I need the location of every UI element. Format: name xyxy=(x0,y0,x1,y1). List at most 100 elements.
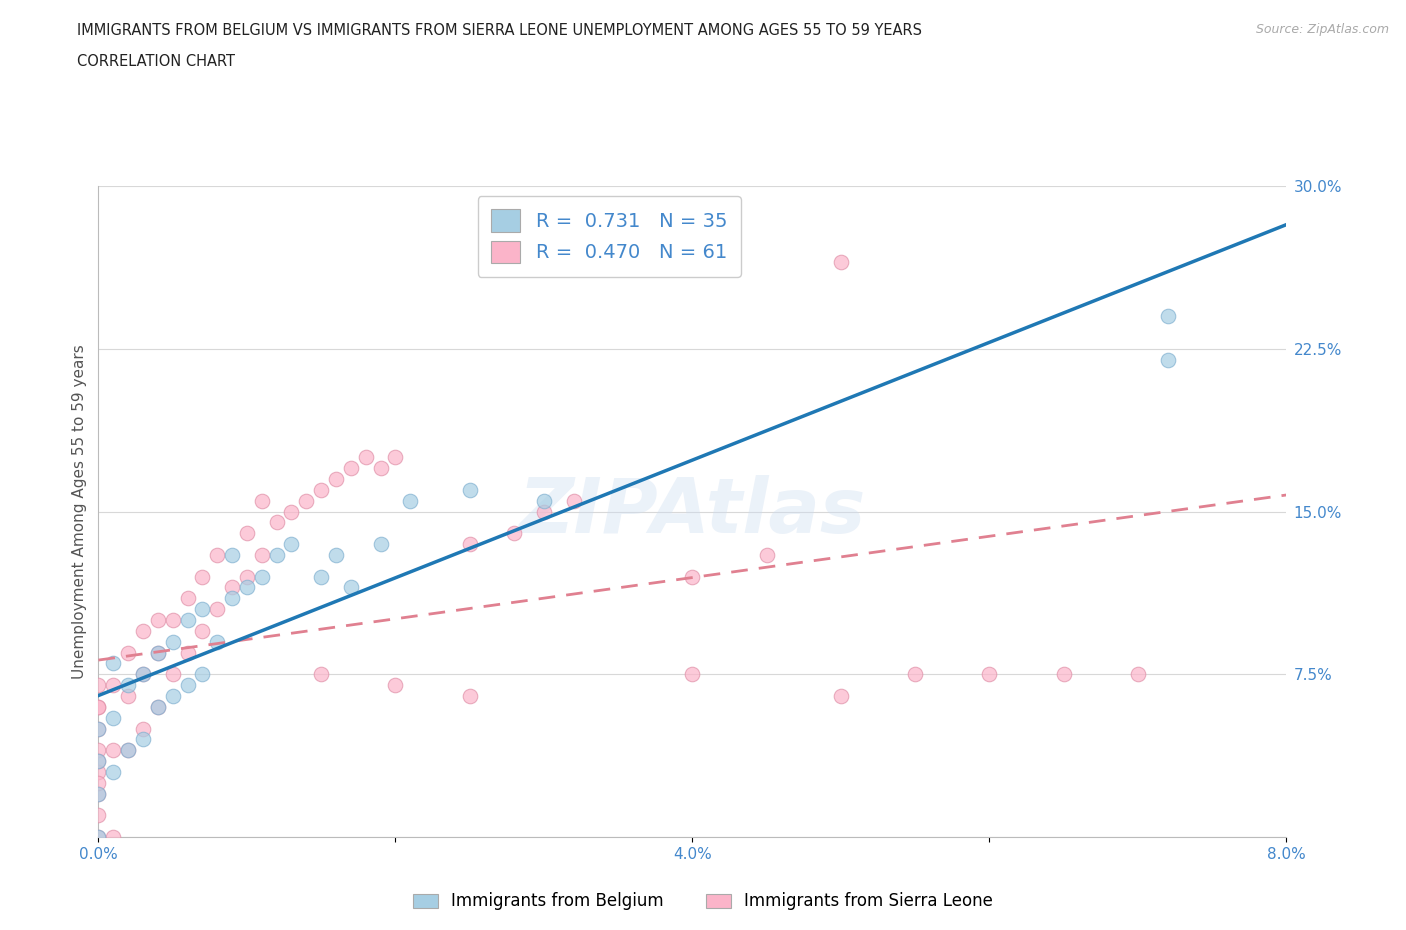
Point xyxy=(562,493,585,508)
Point xyxy=(979,667,1001,682)
Point xyxy=(1156,352,1178,367)
Text: ZIPAtlas: ZIPAtlas xyxy=(519,474,866,549)
Point xyxy=(250,548,273,563)
Legend: R =  0.731   N = 35, R =  0.470   N = 61: R = 0.731 N = 35, R = 0.470 N = 61 xyxy=(478,195,741,276)
Point xyxy=(207,548,229,563)
Point xyxy=(207,602,229,617)
Point xyxy=(370,537,392,551)
Point xyxy=(1126,667,1149,682)
Point xyxy=(87,786,110,801)
Point xyxy=(1156,309,1178,324)
Point xyxy=(146,613,169,628)
Point xyxy=(207,634,229,649)
Point xyxy=(250,493,273,508)
Point xyxy=(399,493,422,508)
Point xyxy=(295,493,318,508)
Point xyxy=(191,623,214,638)
Point xyxy=(682,667,704,682)
Point xyxy=(755,548,778,563)
Point xyxy=(176,591,198,605)
Point xyxy=(132,667,155,682)
Point xyxy=(87,808,110,823)
Point xyxy=(354,450,377,465)
Point xyxy=(325,472,347,486)
Point xyxy=(103,656,125,671)
Text: CORRELATION CHART: CORRELATION CHART xyxy=(77,54,235,69)
Point xyxy=(103,764,125,779)
Point xyxy=(162,613,184,628)
Point xyxy=(162,688,184,703)
Point xyxy=(904,667,927,682)
Point xyxy=(87,699,110,714)
Point xyxy=(250,569,273,584)
Point xyxy=(117,743,139,758)
Point xyxy=(236,580,259,595)
Point xyxy=(117,688,139,703)
Point xyxy=(132,732,155,747)
Point xyxy=(309,569,332,584)
Point xyxy=(221,591,243,605)
Point xyxy=(87,721,110,736)
Point xyxy=(830,255,852,270)
Point xyxy=(458,483,481,498)
Point xyxy=(103,678,125,693)
Point xyxy=(87,753,110,768)
Point xyxy=(176,678,198,693)
Point xyxy=(117,645,139,660)
Point xyxy=(191,569,214,584)
Point xyxy=(87,786,110,801)
Point xyxy=(458,688,481,703)
Y-axis label: Unemployment Among Ages 55 to 59 years: Unemployment Among Ages 55 to 59 years xyxy=(72,344,87,679)
Point xyxy=(191,602,214,617)
Point xyxy=(309,667,332,682)
Point xyxy=(117,743,139,758)
Point xyxy=(340,460,363,475)
Point xyxy=(87,830,110,844)
Point xyxy=(162,634,184,649)
Point xyxy=(87,699,110,714)
Point xyxy=(370,460,392,475)
Point xyxy=(146,699,169,714)
Point xyxy=(503,525,526,540)
Point xyxy=(87,743,110,758)
Point xyxy=(325,548,347,563)
Point xyxy=(221,580,243,595)
Point xyxy=(87,764,110,779)
Point xyxy=(132,623,155,638)
Point xyxy=(87,776,110,790)
Point xyxy=(309,483,332,498)
Point xyxy=(146,699,169,714)
Point xyxy=(132,721,155,736)
Point xyxy=(280,504,302,519)
Point xyxy=(533,504,555,519)
Point xyxy=(221,548,243,563)
Point xyxy=(87,678,110,693)
Point xyxy=(132,667,155,682)
Text: IMMIGRANTS FROM BELGIUM VS IMMIGRANTS FROM SIERRA LEONE UNEMPLOYMENT AMONG AGES : IMMIGRANTS FROM BELGIUM VS IMMIGRANTS FR… xyxy=(77,23,922,38)
Point xyxy=(87,830,110,844)
Legend: Immigrants from Belgium, Immigrants from Sierra Leone: Immigrants from Belgium, Immigrants from… xyxy=(406,885,1000,917)
Point xyxy=(830,688,852,703)
Point xyxy=(176,613,198,628)
Point xyxy=(236,569,259,584)
Point xyxy=(191,667,214,682)
Text: Source: ZipAtlas.com: Source: ZipAtlas.com xyxy=(1256,23,1389,36)
Point xyxy=(533,493,555,508)
Point xyxy=(384,450,406,465)
Point xyxy=(176,645,198,660)
Point xyxy=(117,678,139,693)
Point xyxy=(340,580,363,595)
Point xyxy=(1053,667,1076,682)
Point xyxy=(87,753,110,768)
Point xyxy=(162,667,184,682)
Point xyxy=(87,721,110,736)
Point xyxy=(103,711,125,725)
Point xyxy=(236,525,259,540)
Point xyxy=(384,678,406,693)
Point xyxy=(280,537,302,551)
Point xyxy=(682,569,704,584)
Point xyxy=(458,537,481,551)
Point xyxy=(103,830,125,844)
Point xyxy=(146,645,169,660)
Point xyxy=(266,548,288,563)
